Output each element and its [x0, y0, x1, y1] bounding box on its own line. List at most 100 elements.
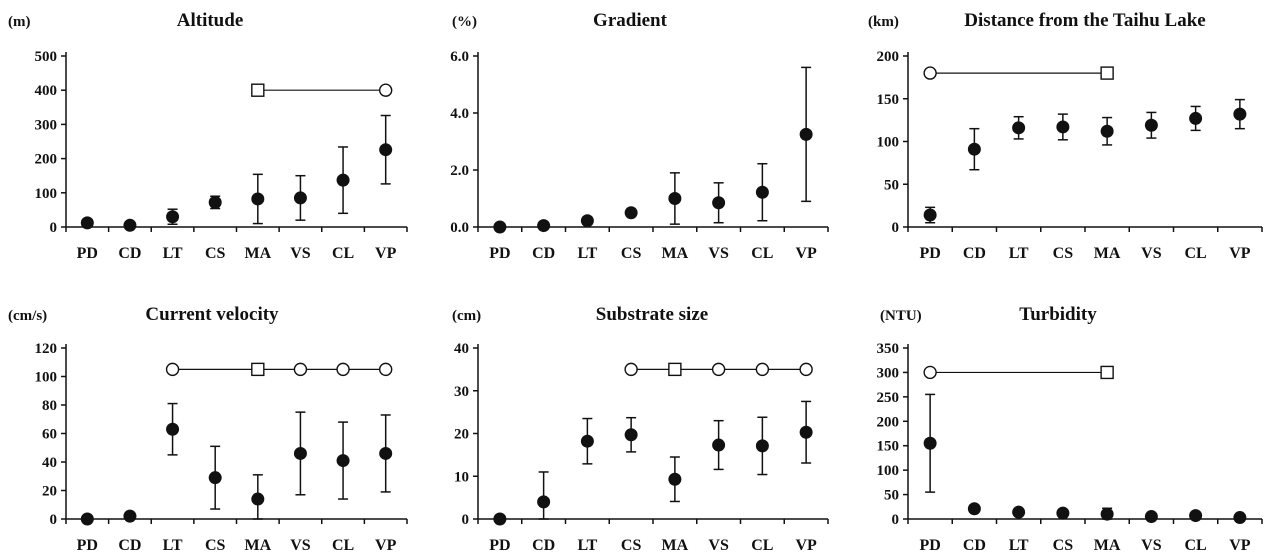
x-tick-label-pd: PD — [489, 245, 510, 262]
group-marker-circle — [799, 362, 813, 377]
data-point-vs — [1144, 118, 1158, 132]
data-point-pd — [80, 512, 94, 526]
group-marker-circle — [336, 362, 350, 377]
x-tick-label-lt: LT — [163, 245, 183, 262]
x-tick-label-vp: VP — [375, 245, 397, 262]
x-tick-label-vs: VS — [708, 245, 729, 262]
x-tick-label-cd: CD — [118, 537, 141, 554]
x-tick-label-lt: LT — [1009, 537, 1029, 554]
data-point-cs — [624, 206, 638, 220]
y-tick-label: 60 — [42, 427, 57, 443]
x-tick-label-cs: CS — [621, 537, 642, 554]
x-tick-label-pd: PD — [77, 537, 98, 554]
y-tick-label: 0 — [892, 220, 900, 236]
y-tick-label: 300 — [877, 365, 900, 381]
group-marker-circle — [923, 365, 937, 380]
x-tick-label-vs: VS — [1141, 537, 1162, 554]
data-point-cs — [624, 428, 638, 442]
y-tick-label: 50 — [884, 177, 899, 193]
data-point-pd — [493, 512, 507, 526]
x-tick-label-lt: LT — [577, 537, 597, 554]
data-point-vs — [293, 446, 307, 460]
x-tick-label-ma: MA — [662, 245, 689, 262]
x-tick-label-vp: VP — [1229, 245, 1251, 262]
x-tick-label-cs: CS — [1053, 537, 1074, 554]
y-tick-label: 30 — [454, 384, 469, 400]
chart-panel-6: (NTU) Turbidity 0 50 100 150 200 250 300 350 PD CD L… — [877, 304, 1263, 554]
data-point-lt — [580, 434, 594, 448]
data-point-ma — [251, 192, 265, 206]
chart-panel-3: (km) Distance from the Taihu Lake 0 50 100 15… — [868, 10, 1263, 262]
x-tick-label-cl: CL — [332, 245, 354, 262]
data-point-pd — [923, 436, 937, 450]
data-point-vp — [1233, 511, 1247, 525]
chart-panel-1: (m) Altitude 0 100 200 300 400 500 PD CD LT CS MA VS C… — [8, 10, 408, 262]
x-tick-label-vs: VS — [290, 245, 311, 262]
data-point-vs — [712, 438, 726, 452]
x-tick-label-ma: MA — [1094, 245, 1121, 262]
group-marker-circle — [923, 66, 937, 80]
y-tick-label: 100 — [35, 370, 58, 386]
group-marker-square — [1100, 66, 1114, 80]
chart-panel-5: (cm) Substrate size 0 10 20 30 40 PD CD LT CS MA VS C… — [452, 304, 829, 554]
y-tick-label: 200 — [877, 414, 900, 430]
x-tick-label-vp: VP — [795, 537, 817, 554]
data-point-vp — [799, 425, 813, 439]
data-point-cs — [1056, 120, 1070, 134]
data-point-cs — [208, 195, 222, 209]
chart-panel-4: (cm/s) Current velocity 0 20 40 60 80 100 120 PD C… — [8, 304, 408, 554]
data-point-cl — [336, 173, 350, 187]
chart-title: Altitude — [177, 10, 244, 31]
x-tick-label-cd: CD — [118, 245, 141, 262]
y-tick-label: 0 — [892, 512, 900, 528]
y-tick-label: 40 — [454, 341, 469, 357]
data-point-vp — [1233, 107, 1247, 121]
x-tick-label-cd: CD — [532, 245, 555, 262]
x-tick-label-cs: CS — [621, 245, 642, 262]
x-tick-label-cd: CD — [963, 245, 986, 262]
x-tick-label-vp: VP — [375, 537, 397, 554]
y-tick-label: 50 — [884, 488, 899, 504]
y-tick-label: 250 — [877, 390, 900, 406]
y-axis-unit-label: (NTU) — [880, 308, 922, 324]
group-marker-circle — [378, 83, 393, 97]
data-point-pd — [493, 220, 507, 234]
y-tick-label: 150 — [877, 92, 900, 108]
data-point-lt — [1012, 121, 1026, 135]
x-tick-label-pd: PD — [489, 537, 510, 554]
data-point-cd — [123, 509, 137, 523]
y-tick-label: 300 — [35, 117, 58, 133]
y-tick-label: 100 — [877, 135, 900, 151]
group-marker-square — [668, 362, 682, 377]
data-point-lt — [1012, 505, 1026, 519]
x-tick-label-pd: PD — [919, 245, 940, 262]
y-tick-label: 80 — [42, 398, 57, 414]
group-marker-square — [1100, 365, 1114, 380]
x-tick-label-cl: CL — [751, 537, 773, 554]
data-point-pd — [923, 208, 937, 222]
data-point-vs — [1144, 510, 1158, 524]
y-tick-label: 0.0 — [450, 220, 469, 236]
data-point-lt — [166, 422, 180, 436]
y-tick-label: 200 — [877, 49, 900, 65]
y-tick-label: 120 — [35, 341, 58, 357]
x-tick-label-vs: VS — [708, 537, 729, 554]
data-point-cs — [1056, 506, 1070, 520]
x-tick-label-cs: CS — [205, 537, 226, 554]
data-point-cl — [1189, 111, 1203, 125]
group-marker-circle — [378, 362, 393, 377]
x-tick-label-vs: VS — [290, 537, 311, 554]
y-tick-label: 0 — [462, 512, 470, 528]
x-tick-label-vp: VP — [795, 245, 817, 262]
data-point-cd — [123, 218, 137, 232]
data-point-ma — [668, 472, 682, 486]
x-tick-label-ma: MA — [244, 537, 271, 554]
y-tick-label: 20 — [42, 484, 57, 500]
x-tick-label-pd: PD — [919, 537, 940, 554]
y-tick-label: 40 — [42, 455, 57, 471]
y-tick-label: 4.0 — [450, 106, 469, 122]
x-tick-label-cl: CL — [751, 245, 773, 262]
data-point-ma — [251, 492, 265, 506]
group-marker-circle — [293, 362, 308, 377]
x-tick-label-cd: CD — [963, 537, 986, 554]
